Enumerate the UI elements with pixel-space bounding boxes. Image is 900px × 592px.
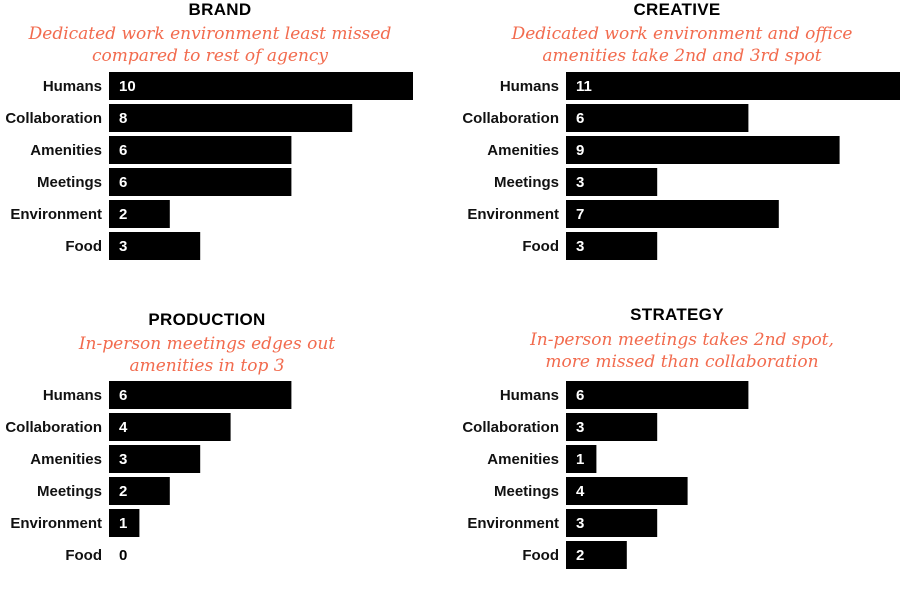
bar-value-label: 4	[119, 419, 128, 436]
chart-panel-brand: BRAND Dedicated work environment least m…	[0, 0, 450, 284]
bar-value-label: 9	[576, 142, 584, 159]
bar-chart-strategy: Humans 6 Collaboration 3 Amenities 1 Meetings 4…	[462, 381, 749, 569]
bar-value-label: 6	[576, 387, 584, 404]
bar-value-label: 10	[119, 78, 136, 95]
category-label: Environment	[10, 515, 102, 532]
bar	[109, 413, 231, 441]
category-label: Food	[65, 547, 102, 564]
chart-title: CREATIVE	[633, 0, 721, 19]
bar-value-label: 3	[576, 515, 584, 532]
chart-subtitle: Dedicated work environment and office am…	[511, 24, 853, 66]
category-label: Humans	[500, 78, 559, 95]
bar	[566, 477, 688, 505]
bar-value-label: 6	[119, 387, 127, 404]
bar	[566, 168, 658, 196]
chart-title: PRODUCTION	[148, 310, 266, 329]
bar	[566, 381, 749, 409]
category-label: Food	[522, 547, 559, 564]
bar-value-label: 6	[119, 174, 127, 191]
bar	[109, 509, 140, 537]
category-label: Environment	[467, 515, 559, 532]
category-label: Collaboration	[462, 110, 559, 127]
bar	[109, 477, 170, 505]
bar	[109, 168, 292, 196]
bar-value-label: 11	[576, 78, 592, 95]
category-label: Amenities	[487, 142, 559, 159]
bar-value-label: 2	[119, 483, 127, 500]
category-label: Collaboration	[5, 419, 102, 436]
bar-value-label: 2	[119, 206, 127, 223]
category-label: Collaboration	[462, 419, 559, 436]
category-label: Meetings	[494, 483, 559, 500]
chart-panel-production: PRODUCTION In-person meetings edges out …	[0, 308, 450, 592]
category-label: Amenities	[30, 142, 102, 159]
bar	[109, 445, 201, 473]
category-label: Humans	[43, 78, 102, 95]
category-label: Amenities	[487, 451, 559, 468]
category-label: Food	[65, 238, 102, 255]
category-label: Environment	[10, 206, 102, 223]
bar-value-label: 3	[576, 419, 584, 436]
bar	[566, 413, 658, 441]
bar-value-label: 1	[576, 451, 584, 468]
bar-value-label: 4	[576, 483, 585, 500]
bar-value-label: 3	[119, 238, 127, 255]
bar	[109, 72, 413, 100]
bar	[109, 381, 292, 409]
category-label: Meetings	[494, 174, 559, 191]
bar-value-label: 0	[119, 547, 127, 564]
bar	[566, 200, 779, 228]
chart-title: BRAND	[188, 0, 252, 19]
bar	[566, 136, 840, 164]
bar-value-label: 2	[576, 547, 584, 564]
bar-value-label: 3	[119, 451, 127, 468]
bar-value-label: 3	[576, 174, 584, 191]
category-label: Collaboration	[5, 110, 102, 127]
bar	[566, 445, 597, 473]
bar-value-label: 1	[119, 515, 127, 532]
bar	[109, 136, 292, 164]
bar	[566, 541, 627, 569]
chart-subtitle: In-person meetings takes 2nd spot, more …	[530, 330, 834, 372]
bar-value-label: 8	[119, 110, 127, 127]
chart-subtitle: In-person meetings edges out amenities i…	[78, 334, 336, 376]
bar	[566, 72, 900, 100]
bar	[566, 232, 658, 260]
category-label: Humans	[43, 387, 102, 404]
bar-value-label: 6	[576, 110, 584, 127]
chart-subtitle: Dedicated work environment least missed …	[28, 24, 392, 66]
bar	[109, 232, 201, 260]
category-label: Environment	[467, 206, 559, 223]
category-label: Meetings	[37, 483, 102, 500]
chart-panel-strategy: STRATEGY In-person meetings takes 2nd sp…	[457, 305, 900, 592]
chart-title: STRATEGY	[630, 305, 724, 324]
category-label: Food	[522, 238, 559, 255]
bar	[566, 509, 658, 537]
bar	[109, 200, 170, 228]
bar-value-label: 3	[576, 238, 584, 255]
category-label: Humans	[500, 387, 559, 404]
bar-chart-brand: Humans 10 Collaboration 8 Amenities 6 Meetings…	[5, 72, 413, 260]
bar-value-label: 7	[576, 206, 584, 223]
bar-value-label: 6	[119, 142, 127, 159]
bar	[109, 104, 353, 132]
bar-chart-creative: Humans 11 Collaboration 6 Amenities 9 Meetings…	[462, 72, 900, 260]
bar	[566, 104, 749, 132]
category-label: Amenities	[30, 451, 102, 468]
category-label: Meetings	[37, 174, 102, 191]
chart-panel-creative: CREATIVE Dedicated work environment and …	[457, 0, 900, 284]
bar-chart-production: Humans 6 Collaboration 4 Amenities 3 Meetings 2…	[5, 381, 292, 564]
